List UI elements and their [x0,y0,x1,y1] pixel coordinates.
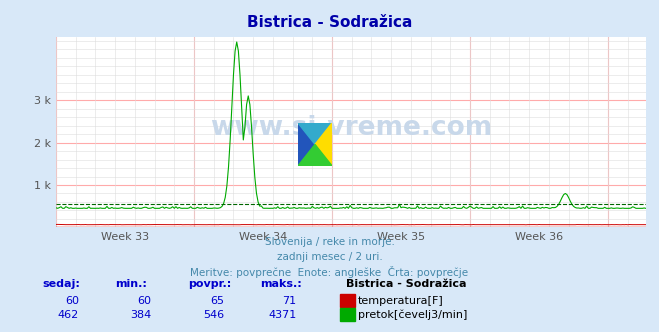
Bar [340,294,355,307]
Text: 4371: 4371 [268,310,297,320]
Text: maks.:: maks.: [260,279,302,289]
Text: min.:: min.: [115,279,147,289]
Text: Slovenija / reke in morje.: Slovenija / reke in morje. [264,237,395,247]
Text: Meritve: povprečne  Enote: angleške  Črta: povprečje: Meritve: povprečne Enote: angleške Črta:… [190,266,469,278]
Text: Bistrica - Sodražica: Bistrica - Sodražica [247,15,412,30]
Polygon shape [315,123,332,166]
Text: Bistrica - Sodražica: Bistrica - Sodražica [346,279,467,289]
Text: 71: 71 [283,296,297,306]
Bar [340,308,355,321]
Text: 462: 462 [58,310,79,320]
Text: 546: 546 [203,310,224,320]
Text: povpr.:: povpr.: [188,279,231,289]
Text: pretok[čevelj3/min]: pretok[čevelj3/min] [358,309,467,320]
Text: 60: 60 [65,296,79,306]
Polygon shape [298,123,332,144]
Text: 65: 65 [210,296,224,306]
Text: www.si-vreme.com: www.si-vreme.com [210,115,492,141]
Text: 60: 60 [138,296,152,306]
Text: zadnji mesec / 2 uri.: zadnji mesec / 2 uri. [277,252,382,262]
Text: sedaj:: sedaj: [43,279,80,289]
Polygon shape [298,144,332,166]
Text: temperatura[F]: temperatura[F] [358,296,444,306]
Text: 384: 384 [130,310,152,320]
